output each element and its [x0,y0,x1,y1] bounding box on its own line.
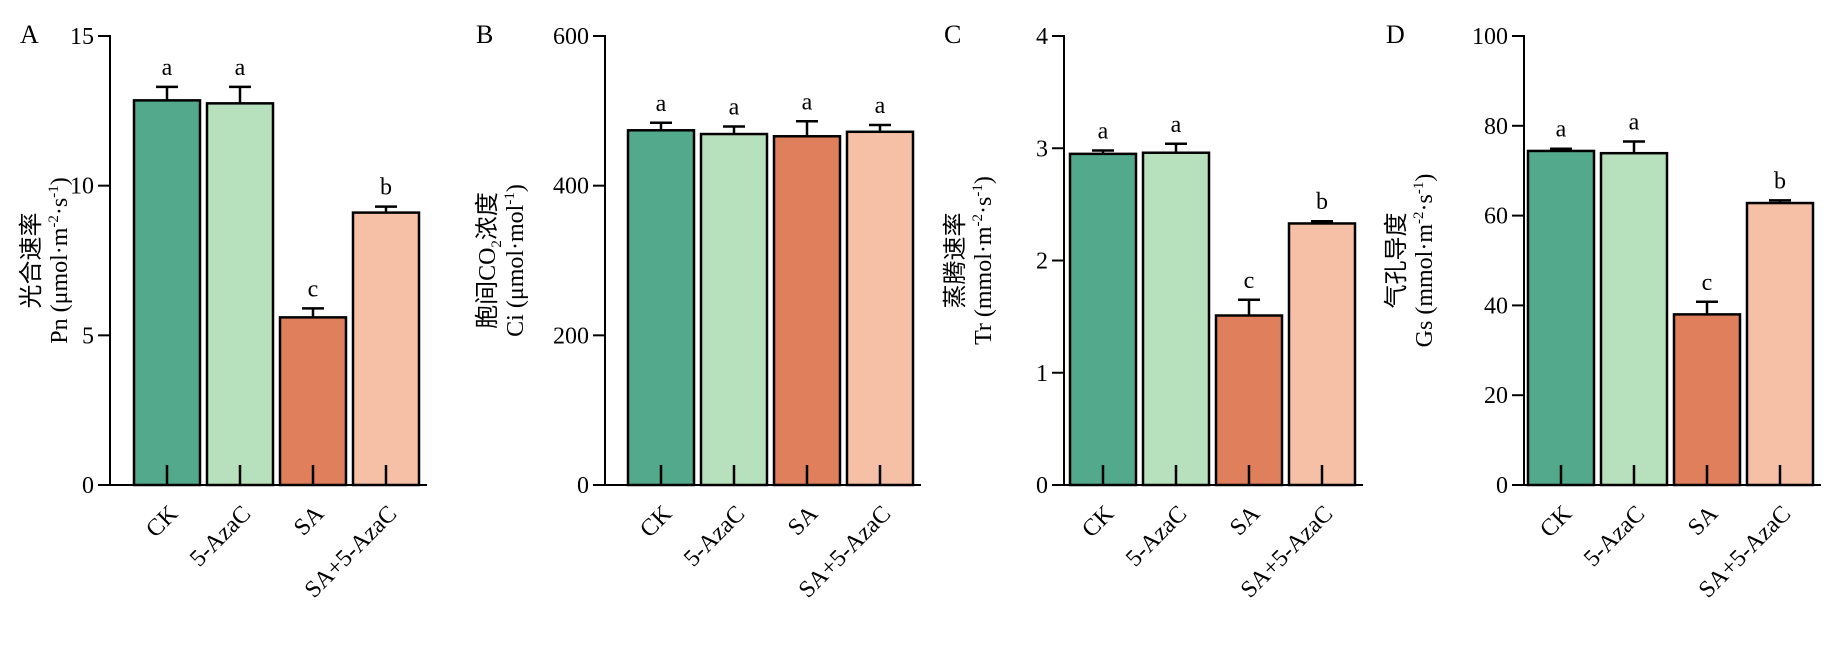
sig-letter-b-5-azac: a [729,95,740,121]
y-tick-label-a-3: 15 [70,24,94,50]
sig-letter-c-5-azac: a [1171,112,1182,138]
y-axis-label-a: 光合速率Pn (μmol·m-2·s-1) [18,177,73,344]
x-category-label-d-sa: SA [1683,500,1724,541]
bar-c-ck [1068,152,1138,487]
bar-b-ck [626,129,696,487]
sig-letter-d-5-azac: a [1629,110,1640,136]
y-tick-label-b-1: 200 [553,323,589,349]
sig-letter-b-ck: a [656,91,667,117]
panel-c: C 蒸腾速率Tr (mmol·m-2·s-1) 0 1 2 3 4 a CK a 5-AzaC c SA… [942,20,1363,603]
bar-d-sa-5-azac [1745,201,1815,487]
x-category-label-c-ck: CK [1077,500,1119,542]
panel-letter-c: C [944,20,961,49]
sig-letter-d-sa: c [1702,270,1713,296]
x-category-label-d-5-azac: 5-AzaC [1579,501,1650,572]
sig-letter-c-ck: a [1098,118,1109,144]
x-category-label-b-sa: SA [783,500,824,541]
sig-letter-a-5-azac: a [235,55,246,81]
x-category-label-d-ck: CK [1535,500,1577,542]
panel-letter-d: D [1386,20,1405,49]
panel-b: B 胞间CO2浓度Ci (μmol·mol-1) 0 200 400 600 a CK a 5-A… [474,20,921,603]
bar-a-5-azac [205,102,275,487]
y-axis-label-b: 胞间CO2浓度Ci (μmol·mol-1) [474,184,529,337]
bar-d-ck [1526,149,1596,487]
x-category-label-b-5-azac: 5-AzaC [679,501,750,572]
y-tick-label-d-4: 80 [1484,114,1508,140]
y-tick-label-d-5: 100 [1472,24,1508,50]
x-category-label-c-5-azac: 5-AzaC [1121,501,1192,572]
sig-letter-a-sa: c [308,276,319,302]
sig-letter-a-ck: a [162,55,173,81]
y-tick-label-c-2: 2 [1036,249,1048,275]
bar-b-5-azac [699,132,769,487]
sig-letter-b-sa: a [802,89,813,115]
bar-c-sa [1214,314,1284,487]
y-tick-label-d-1: 20 [1484,383,1508,409]
bar-d-sa [1672,313,1742,487]
x-category-label-a-sa: SA [289,500,330,541]
y-tick-label-b-3: 600 [553,24,589,50]
panel-letter-a: A [20,20,39,49]
bar-a-ck [132,99,202,487]
sig-letter-d-ck: a [1556,117,1567,143]
bar-b-sa [772,135,842,487]
bar-a-sa [278,316,348,487]
y-tick-label-d-0: 0 [1496,473,1508,499]
y-axis-label-c: 蒸腾速率Tr (mmol·m-2·s-1) [942,176,997,345]
sig-letter-a-sa-5-azac: b [380,175,392,201]
y-tick-label-b-0: 0 [577,473,589,499]
sig-letter-c-sa: c [1244,268,1255,294]
sig-letter-d-sa-5-azac: b [1774,168,1786,194]
y-tick-label-d-2: 40 [1484,293,1508,319]
x-category-label-a-5-azac: 5-AzaC [185,501,256,572]
y-tick-label-d-3: 60 [1484,204,1508,230]
panel-a: A 光合速率Pn (μmol·m-2·s-1) 0 5 10 15 a CK a 5-AzaC c S… [18,20,427,603]
y-tick-label-c-3: 3 [1036,136,1048,162]
bar-c-sa-5-azac [1287,222,1357,487]
bar-d-5-azac [1599,151,1669,487]
y-tick-label-a-2: 10 [70,174,94,200]
y-tick-label-c-0: 0 [1036,473,1048,499]
y-axis-label-d: 气孔导度Gs (mmol·m-2·s-1) [1383,174,1438,348]
y-tick-label-c-4: 4 [1036,24,1048,50]
y-tick-label-c-1: 1 [1036,361,1048,387]
bar-c-5-azac [1141,151,1211,487]
x-category-label-a-ck: CK [141,500,183,542]
y-tick-label-b-2: 400 [553,174,589,200]
x-category-label-c-sa: SA [1225,500,1266,541]
sig-letter-b-sa-5-azac: a [875,93,886,119]
y-tick-label-a-1: 5 [82,323,94,349]
panel-d: D 气孔导度Gs (mmol·m-2·s-1) 0 20 40 60 80 100 a CK a 5-… [1383,20,1821,603]
x-category-label-b-ck: CK [635,500,677,542]
panel-letter-b: B [476,20,493,49]
bar-b-sa-5-azac [845,130,915,487]
bar-a-sa-5-azac [351,211,421,487]
sig-letter-c-sa-5-azac: b [1316,189,1328,215]
y-tick-label-a-0: 0 [82,473,94,499]
